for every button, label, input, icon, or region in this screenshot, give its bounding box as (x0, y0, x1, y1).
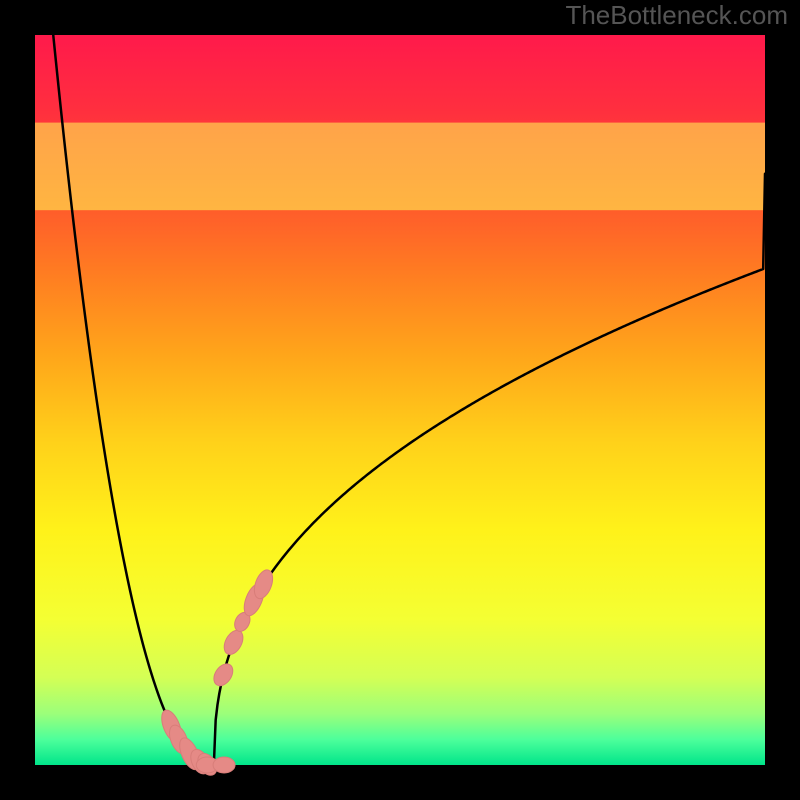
highlight-band (35, 123, 765, 211)
watermark-text: TheBottleneck.com (565, 0, 788, 30)
curve-marker (213, 757, 235, 773)
bottleneck-chart: TheBottleneck.com (0, 0, 800, 800)
